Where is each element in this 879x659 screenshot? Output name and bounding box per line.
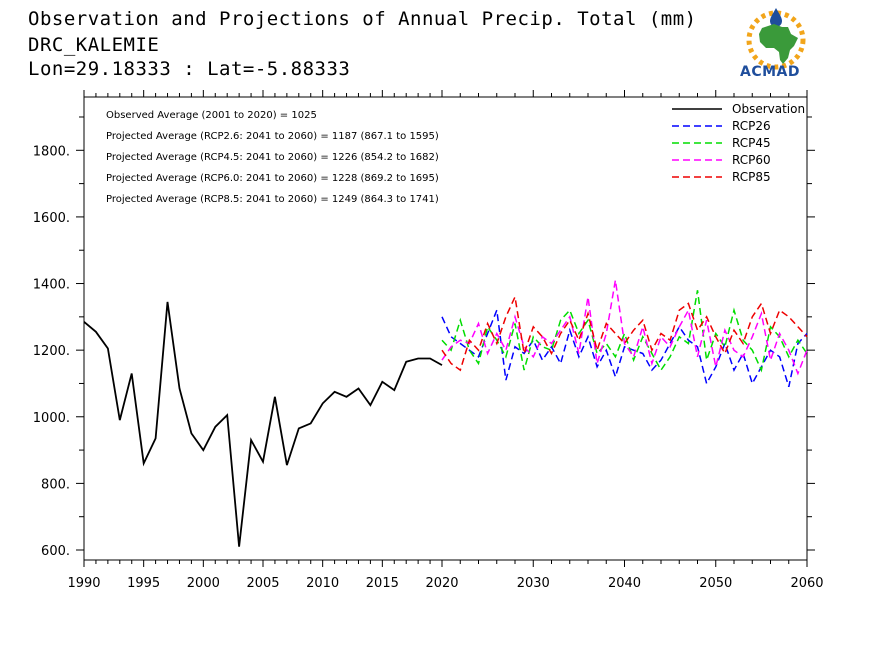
- y-tick-label: 800.: [41, 477, 70, 492]
- legend-label-rcp45: RCP45: [732, 136, 771, 150]
- x-tick-label: 2000: [187, 576, 220, 591]
- x-tick-label: 1990: [67, 576, 100, 591]
- legend: Observation RCP26 RCP45 RCP60 RCP85: [672, 102, 805, 184]
- x-tick-label: 2015: [366, 576, 399, 591]
- x-tick-label: 2050: [699, 576, 732, 591]
- sun-rays-icon: [746, 10, 806, 70]
- plot-frame: [83, 96, 808, 561]
- y-tick-label: 1200.: [33, 344, 70, 359]
- africa-map-icon: [759, 24, 798, 64]
- annotation-line: Observed Average (2001 to 2020) = 1025: [106, 110, 317, 121]
- y-axis: 600. 800. 1000. 1200. 1400. 1600. 1800.: [33, 116, 815, 559]
- series-rcp45: [441, 290, 808, 373]
- chart-title: Observation and Projections of Annual Pr…: [28, 8, 697, 30]
- y-tick-label: 1000.: [33, 411, 70, 426]
- series-observation: [83, 301, 443, 547]
- series-rcp26: [441, 307, 808, 388]
- series-lines: [83, 280, 808, 547]
- acmad-logo: [746, 8, 806, 70]
- x-tick-label: 2060: [790, 576, 823, 591]
- plot-border: [83, 96, 808, 561]
- y-tick-label: 1600.: [33, 211, 70, 226]
- x-tick-label: 2005: [246, 576, 279, 591]
- annotation-line: Projected Average (RCP6.0: 2041 to 2060)…: [106, 173, 439, 184]
- acmad-logo-text: ACMAD: [740, 64, 800, 80]
- water-drop-icon: [770, 8, 782, 27]
- annotation-line: Projected Average (RCP8.5: 2041 to 2060)…: [106, 194, 439, 205]
- y-tick-label: 1800.: [33, 144, 70, 159]
- series-rcp85: [441, 294, 808, 372]
- legend-label-rcp26: RCP26: [732, 119, 771, 133]
- annotation-line: Projected Average (RCP4.5: 2041 to 2060)…: [106, 152, 439, 163]
- x-tick-label: 2030: [517, 576, 550, 591]
- annotation-line: Projected Average (RCP2.6: 2041 to 2060)…: [106, 131, 439, 142]
- y-tick-label: 600.: [41, 544, 70, 559]
- x-tick-label: 2020: [425, 576, 458, 591]
- x-axis: 1990 1995 2000 2005 2010 2015 2020 2030 2040 2050…: [67, 90, 824, 591]
- legend-label-rcp60: RCP60: [732, 153, 771, 167]
- series-rcp60: [441, 280, 808, 376]
- station-name: DRC_KALEMIE: [28, 34, 160, 56]
- annotations: Observed Average (2001 to 2020) = 1025 Pr…: [106, 110, 439, 205]
- y-tick-label: 1400.: [33, 278, 70, 293]
- x-tick-label: 2040: [608, 576, 641, 591]
- x-tick-label: 1995: [127, 576, 160, 591]
- legend-label-observation: Observation: [732, 102, 805, 116]
- legend-label-rcp85: RCP85: [732, 170, 771, 184]
- station-location: Lon=29.18333 : Lat=-5.88333: [28, 58, 351, 80]
- x-tick-label: 2010: [306, 576, 339, 591]
